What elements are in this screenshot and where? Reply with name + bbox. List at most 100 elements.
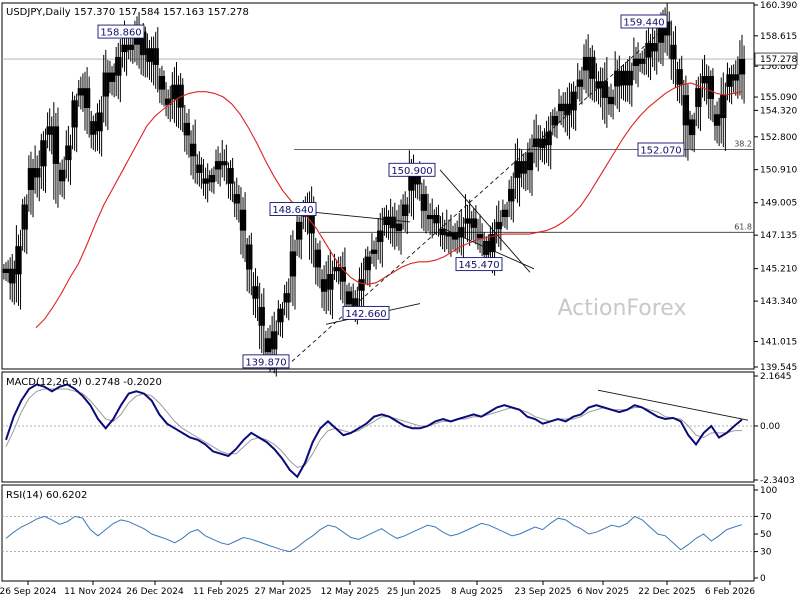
candle-body <box>589 56 592 79</box>
candle-body <box>196 164 199 173</box>
candle-body <box>11 268 14 284</box>
candle-body <box>433 214 436 224</box>
candle-body <box>541 138 544 148</box>
candle-body <box>451 232 455 240</box>
candle-body <box>580 79 584 87</box>
candle-body <box>736 74 739 81</box>
candle-body <box>576 79 579 87</box>
candle-body <box>616 70 619 87</box>
candle-body <box>368 256 371 271</box>
candle-body <box>339 267 342 282</box>
candle-body <box>657 21 660 43</box>
price-label: 150.900 <box>391 166 432 177</box>
candle-body <box>354 298 357 308</box>
candle-body <box>287 293 290 303</box>
candle-body <box>474 218 477 228</box>
candle-body <box>75 100 78 128</box>
candle-body <box>526 152 529 171</box>
candle-body <box>314 249 317 268</box>
candle-body <box>129 44 132 50</box>
candle-body <box>387 216 390 226</box>
candle-body <box>528 152 532 171</box>
candle-body <box>67 145 70 161</box>
x-axis-label: 11 Nov 2024 <box>64 587 122 597</box>
candle-body <box>630 70 633 86</box>
candle-body <box>412 169 415 191</box>
candle-body <box>337 267 340 272</box>
trend-line <box>439 226 535 270</box>
candle-body <box>722 95 725 119</box>
rsi-axis-label: 30 <box>760 548 772 558</box>
candle-body <box>557 103 561 112</box>
candle-body <box>183 122 186 136</box>
candle-body <box>551 115 554 126</box>
candle-body <box>50 126 53 135</box>
candle-body <box>443 228 446 236</box>
candle-body <box>320 279 324 292</box>
candle-body <box>327 274 330 290</box>
candle-body <box>591 56 594 79</box>
candle-body <box>295 221 299 240</box>
x-axis-label: 27 Mar 2025 <box>254 587 311 597</box>
candle-body <box>543 138 546 148</box>
candle-body <box>555 115 559 126</box>
macd-axis-label: -2.3403 <box>760 476 795 486</box>
macd-trend-line <box>597 389 749 421</box>
candle-body <box>279 308 282 323</box>
candle-body <box>362 279 365 291</box>
candle-body <box>406 204 409 217</box>
price-label-box <box>620 14 668 29</box>
price-axis-label: 143.340 <box>760 297 797 307</box>
candle-body <box>460 227 463 238</box>
candle-body <box>123 44 126 53</box>
candle-body <box>173 84 176 100</box>
candle-body <box>187 122 191 136</box>
candle-body <box>115 56 118 76</box>
candle-body <box>597 81 600 89</box>
price-axis-label: 149.005 <box>760 199 797 209</box>
candle-body <box>453 232 457 240</box>
candle-body <box>489 234 492 253</box>
candle-body <box>44 140 47 167</box>
candle-body <box>697 88 700 107</box>
candle-body <box>90 121 93 135</box>
candle-body <box>634 58 638 66</box>
candle-body <box>510 188 513 202</box>
candle-body <box>212 175 216 183</box>
price-axis-label: 147.135 <box>760 231 797 241</box>
candle-body <box>545 131 548 146</box>
candle-body <box>547 131 550 146</box>
candle-body <box>144 31 147 56</box>
candle-body <box>464 218 467 224</box>
candle-body <box>104 72 107 97</box>
price-panel-frame <box>1 2 755 370</box>
candle-body <box>404 204 407 217</box>
candle-body <box>65 145 68 161</box>
candle-body <box>275 331 278 350</box>
candle-body <box>277 308 280 323</box>
candle-body <box>63 169 66 182</box>
candle-body <box>268 338 272 353</box>
candle-body <box>379 230 382 243</box>
candle-body <box>680 69 683 85</box>
candle-body <box>424 194 428 211</box>
candle-body <box>447 232 450 237</box>
candle-body <box>582 56 586 71</box>
rsi-panel-frame <box>1 484 755 582</box>
candle-body <box>208 175 211 183</box>
candle-body <box>699 88 702 107</box>
candle-body <box>241 209 245 231</box>
candle-body <box>715 114 719 126</box>
candle-body <box>514 161 517 178</box>
candle-body <box>164 98 168 105</box>
candle-body <box>283 293 286 303</box>
candle-body <box>254 286 257 299</box>
price-label-box <box>97 24 145 39</box>
macd-panel-frame <box>1 371 755 483</box>
candle-body <box>487 241 490 255</box>
price-axis-label: 145.210 <box>760 265 797 275</box>
x-axis-label: 8 Aug 2025 <box>451 587 503 597</box>
moving-average-line <box>35 82 743 329</box>
candle-body <box>535 138 538 147</box>
